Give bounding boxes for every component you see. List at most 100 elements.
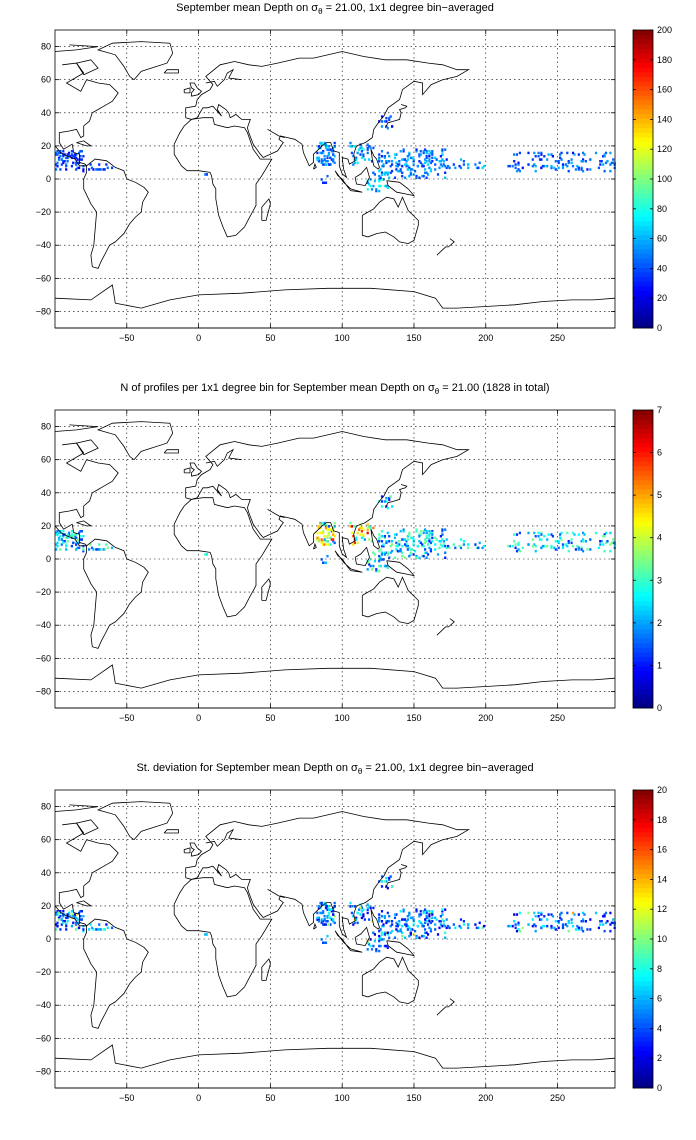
colorbar-swatch: [633, 952, 653, 959]
data-bin: [564, 163, 567, 166]
data-bin: [425, 556, 428, 559]
data-bin: [540, 151, 543, 155]
colorbar-swatch: [633, 976, 653, 982]
data-bin: [324, 160, 328, 163]
colorbar-tick-label: 80: [657, 204, 667, 214]
data-bin: [518, 151, 521, 155]
data-bin: [560, 911, 563, 915]
data-bin: [582, 929, 585, 933]
data-bin: [610, 541, 613, 545]
data-bin: [358, 148, 361, 151]
data-bin: [403, 538, 407, 541]
data-bin: [383, 931, 386, 934]
data-bin: [612, 921, 615, 925]
data-bin: [603, 535, 606, 538]
coastline-greenland: [96, 41, 174, 81]
colorbar-swatch: [633, 127, 653, 133]
y-tick-label: −20: [36, 207, 51, 217]
data-bin: [537, 531, 540, 535]
colorbar-swatch: [633, 484, 653, 490]
data-bin: [428, 926, 431, 930]
data-bin: [584, 540, 587, 543]
data-bin: [403, 556, 407, 559]
data-bin: [395, 924, 398, 928]
data-bin: [534, 915, 537, 918]
data-bin: [326, 535, 329, 538]
y-tick-label: −20: [36, 967, 51, 977]
data-bin: [96, 548, 99, 551]
data-bin: [326, 934, 329, 938]
data-bin: [439, 535, 442, 538]
data-bin: [514, 163, 517, 166]
colorbar-swatch: [633, 239, 653, 245]
colorbar-swatch: [633, 925, 653, 931]
colorbar-swatch: [633, 1008, 653, 1014]
data-bin: [78, 926, 81, 930]
data-bin: [378, 540, 381, 543]
data-bin: [424, 921, 427, 925]
colorbar-swatch: [633, 281, 653, 287]
data-bin: [421, 174, 424, 178]
coastline-africa: [173, 117, 273, 238]
data-bin: [425, 536, 428, 540]
coastline-uk: [189, 82, 203, 97]
data-bin: [75, 543, 78, 546]
data-bin: [514, 543, 517, 546]
data-bin: [425, 531, 428, 535]
data-bin: [380, 173, 384, 176]
data-bin: [408, 546, 411, 550]
colorbar-swatch: [633, 503, 653, 509]
data-bin: [406, 158, 409, 161]
colorbar-swatch: [633, 559, 653, 565]
data-bin: [393, 936, 397, 939]
data-bin: [332, 918, 335, 921]
data-bin: [76, 926, 79, 930]
data-bin: [63, 160, 66, 163]
data-bin: [559, 913, 562, 916]
panel-title: September mean Depth on σθ = 21.00, 1x1 …: [176, 2, 494, 17]
data-bin: [602, 923, 605, 926]
data-bin: [95, 548, 98, 551]
colorbar-tick-label: 6: [657, 994, 662, 1004]
colorbar-swatch: [633, 188, 653, 194]
coastline-greenland: [96, 421, 174, 461]
data-bin: [385, 876, 388, 880]
data-bin: [57, 538, 61, 541]
data-bin: [380, 500, 384, 503]
data-bin: [75, 928, 78, 931]
data-bin: [439, 923, 442, 926]
colorbar-swatch: [633, 1022, 653, 1028]
data-bin: [106, 926, 109, 930]
data-bin: [429, 549, 432, 553]
data-bin: [323, 901, 326, 905]
colorbar-swatch: [633, 850, 653, 856]
data-bin: [411, 156, 414, 160]
data-bin: [70, 533, 73, 536]
data-bin: [439, 915, 442, 918]
data-bin: [326, 915, 329, 918]
data-bin: [356, 151, 359, 155]
data-bin: [409, 931, 412, 934]
data-bin: [380, 171, 384, 174]
data-bin: [59, 530, 62, 533]
data-bin: [567, 921, 570, 925]
data-bin: [559, 536, 562, 540]
colorbar-swatch: [633, 423, 653, 430]
data-bin: [421, 543, 424, 546]
data-bin: [322, 540, 325, 543]
data-bin: [372, 146, 375, 150]
data-bin: [603, 913, 606, 916]
data-bin: [428, 546, 431, 550]
data-bin: [72, 915, 75, 918]
colorbar-swatch: [633, 698, 653, 704]
colorbar-swatch: [633, 957, 653, 963]
data-bin: [65, 156, 68, 160]
data-bin: [582, 158, 585, 161]
data-bin: [90, 546, 94, 550]
colorbar-swatch: [633, 71, 653, 77]
data-bin: [383, 184, 386, 188]
data-bin: [422, 544, 425, 548]
data-bin: [105, 543, 108, 546]
data-bin: [408, 166, 411, 170]
data-bin: [566, 151, 569, 155]
